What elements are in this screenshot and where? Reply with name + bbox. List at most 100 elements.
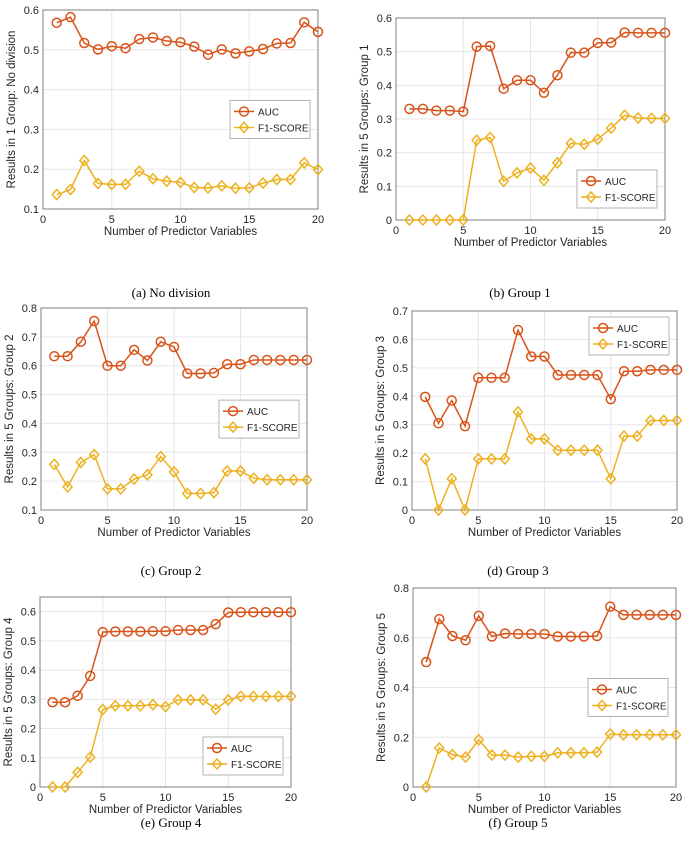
data-point-f1 [75, 456, 87, 469]
data-point-auc [565, 631, 577, 642]
data-point-f1 [512, 751, 524, 764]
data-point-f1 [271, 173, 283, 186]
legend-label: AUC [247, 407, 268, 418]
data-point-auc [420, 656, 432, 668]
data-point-auc [223, 607, 234, 618]
y-tick-label: 0.5 [377, 47, 392, 59]
data-point-f1 [604, 727, 616, 741]
data-point-auc [498, 83, 509, 94]
data-point-f1 [62, 480, 74, 494]
x-tick-label: 5 [460, 225, 466, 237]
data-point-f1 [473, 733, 485, 746]
data-point-auc [444, 105, 456, 116]
data-point-f1 [298, 156, 310, 169]
data-point-auc [210, 618, 221, 630]
data-point-f1 [222, 693, 234, 707]
data-point-f1 [64, 183, 77, 196]
x-tick-label: 10 [159, 792, 171, 804]
data-point-auc [208, 367, 220, 379]
data-point-f1 [619, 109, 631, 122]
y-tick-label: 0.4 [377, 80, 392, 92]
x-tick-label: 0 [40, 214, 46, 226]
data-point-f1 [197, 693, 209, 707]
data-point-auc [671, 364, 683, 376]
y-tick-label: 0.4 [394, 683, 409, 695]
data-point-auc [147, 32, 159, 43]
data-point-auc [552, 369, 563, 381]
data-point-f1 [632, 111, 644, 125]
data-point-f1 [419, 452, 431, 465]
y-tick-label: 0.1 [393, 477, 408, 489]
data-point-auc [646, 27, 657, 39]
y-tick-label: 0.8 [22, 303, 37, 315]
y-tick-label: 0.2 [394, 732, 409, 744]
y-tick-label: 0 [386, 215, 392, 227]
data-point-auc [161, 35, 172, 47]
data-point-auc [202, 49, 214, 60]
data-point-auc [512, 324, 524, 336]
data-point-auc [175, 36, 186, 48]
y-tick-label: 0.4 [22, 418, 37, 430]
data-point-auc [285, 37, 296, 49]
x-tick-label: 10 [538, 792, 550, 804]
data-point-auc [539, 628, 550, 640]
legend-label: F1-SCORE [258, 123, 309, 134]
legend-diamond-icon [238, 121, 250, 134]
series-line-f1 [52, 695, 291, 788]
data-point-auc [447, 630, 458, 642]
x-tick-label: 20 [659, 225, 671, 237]
data-point-auc [72, 690, 83, 702]
x-tick-label: 20 [285, 792, 297, 804]
data-point-auc [88, 315, 100, 327]
data-point-auc [484, 40, 496, 52]
data-point-f1 [260, 690, 272, 703]
data-point-auc [47, 696, 58, 708]
data-point-auc [115, 360, 127, 371]
data-point-f1 [97, 703, 109, 716]
legend-diamond-icon [597, 337, 609, 351]
x-tick-label: 10 [168, 515, 180, 527]
x-tick-label: 15 [605, 515, 617, 527]
legend-label: AUC [617, 324, 638, 335]
data-point-f1 [578, 444, 590, 457]
data-point-f1 [47, 780, 59, 794]
x-axis-label: Number of Predictor Variables [89, 804, 242, 816]
legend-diamond-icon [211, 757, 223, 771]
y-tick-label: 0.3 [377, 114, 392, 126]
data-point-auc [195, 368, 206, 379]
x-tick-label: 5 [100, 792, 106, 804]
data-point-auc [120, 42, 131, 54]
data-point-f1 [92, 177, 104, 190]
legend: AUC F1-SCORE [229, 100, 311, 139]
data-point-f1 [168, 465, 180, 479]
data-point-f1 [417, 213, 429, 227]
data-point-f1 [272, 690, 284, 703]
y-tick-label: 0.6 [377, 13, 392, 25]
subplot-caption: (b) Group 1 [489, 285, 550, 300]
data-point-auc [579, 47, 590, 58]
subplot-caption: (d) Group 3 [487, 563, 548, 578]
data-point-f1 [472, 452, 484, 465]
data-point-f1 [78, 154, 90, 167]
data-point-f1 [457, 213, 469, 227]
y-axis-label: Results in 5 Groups: Group 2 [4, 335, 16, 484]
data-point-f1 [578, 138, 590, 151]
data-point-auc [605, 393, 616, 405]
data-point-auc [182, 368, 193, 379]
data-point-f1 [235, 690, 247, 703]
legend-label: AUC [605, 177, 626, 188]
data-point-auc [142, 355, 153, 366]
legend-label: AUC [258, 107, 279, 118]
data-point-auc [59, 696, 71, 708]
data-point-auc [670, 609, 682, 621]
data-point-f1 [312, 163, 324, 176]
data-point-f1 [48, 458, 60, 471]
x-tick-label: 5 [109, 214, 115, 226]
data-point-f1 [288, 473, 300, 486]
data-point-f1 [72, 766, 84, 779]
data-point-auc [458, 106, 469, 117]
data-point-auc [128, 344, 140, 356]
data-point-f1 [644, 414, 657, 427]
data-point-auc [459, 420, 471, 432]
data-point-auc [189, 41, 200, 52]
